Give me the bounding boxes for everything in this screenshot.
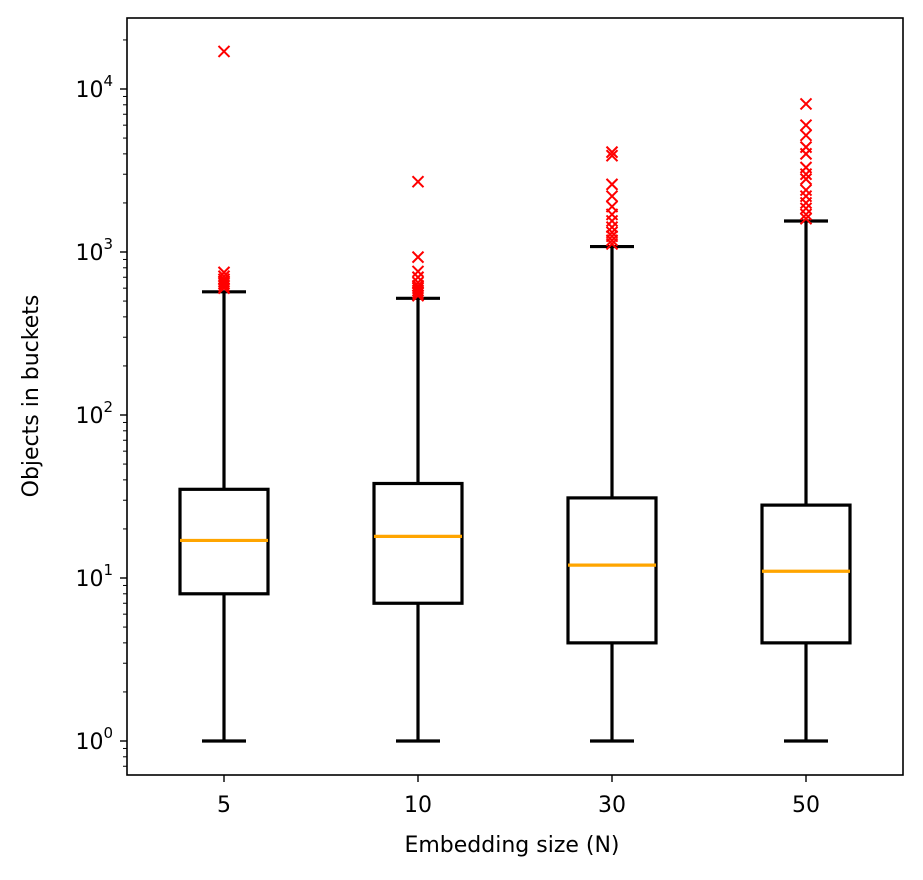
x-tick-label: 10 bbox=[404, 793, 432, 818]
box-group bbox=[178, 45, 270, 743]
iqr-box bbox=[566, 496, 658, 645]
outlier-marker bbox=[605, 229, 619, 243]
y-tick-label: 102 bbox=[75, 398, 113, 429]
y-axis-label: Objects in buckets bbox=[19, 295, 44, 498]
x-tick-label: 5 bbox=[217, 793, 231, 818]
y-tick-label: 103 bbox=[75, 235, 113, 266]
outlier-marker bbox=[411, 265, 425, 278]
outlier-marker bbox=[217, 275, 231, 288]
iqr-box bbox=[760, 503, 852, 645]
outlier-marker bbox=[605, 200, 619, 213]
outlier-marker bbox=[799, 129, 813, 142]
y-tick-label: 101 bbox=[75, 561, 113, 592]
outlier-marker bbox=[411, 276, 425, 289]
box-group bbox=[566, 145, 658, 743]
outlier-marker bbox=[411, 175, 425, 188]
outlier-marker bbox=[799, 118, 813, 132]
outlier-marker bbox=[799, 172, 813, 186]
box-group bbox=[372, 175, 464, 743]
outlier-marker bbox=[605, 145, 619, 159]
plot-area bbox=[126, 17, 904, 776]
outlier-marker bbox=[799, 202, 813, 215]
outlier-marker bbox=[217, 270, 231, 283]
x-axis-label: Embedding size (N) bbox=[404, 833, 619, 858]
outlier-marker bbox=[799, 97, 813, 111]
outlier-marker bbox=[605, 226, 619, 239]
outlier-marker bbox=[217, 45, 231, 58]
outlier-marker bbox=[411, 250, 425, 264]
iqr-box bbox=[372, 481, 464, 605]
outlier-marker bbox=[605, 149, 619, 162]
x-tick-label: 30 bbox=[598, 793, 626, 818]
outlier-marker bbox=[605, 178, 619, 191]
outlier-marker bbox=[411, 271, 425, 284]
outlier-marker bbox=[799, 212, 813, 225]
outlier-marker bbox=[217, 266, 231, 279]
x-tick-label: 50 bbox=[792, 793, 820, 818]
y-tick-label: 100 bbox=[75, 724, 113, 755]
box-group bbox=[760, 97, 852, 743]
outlier-marker bbox=[799, 140, 813, 154]
outlier-marker bbox=[605, 189, 619, 203]
outlier-marker bbox=[799, 183, 813, 197]
outlier-marker bbox=[799, 161, 813, 174]
outlier-marker bbox=[411, 281, 425, 295]
y-tick-label: 104 bbox=[75, 72, 113, 103]
